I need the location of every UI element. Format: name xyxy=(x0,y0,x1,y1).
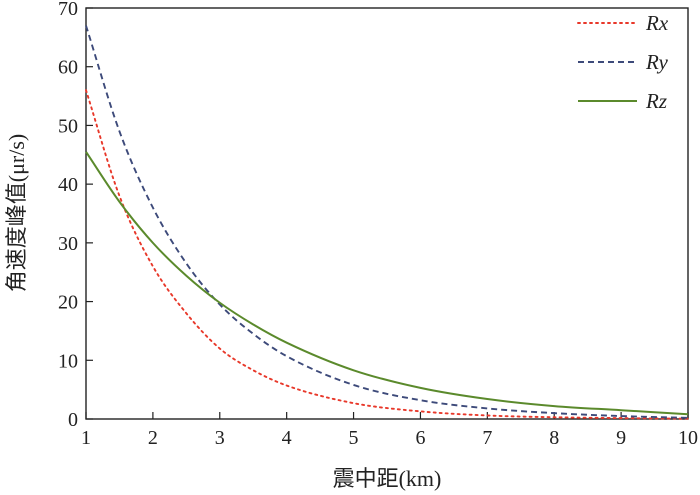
x-tick-label: 8 xyxy=(549,427,559,449)
y-axis-title: 角速度峰值(μr/s) xyxy=(4,134,29,292)
legend-label-rz: Rz xyxy=(645,89,667,113)
y-tick-label: 10 xyxy=(58,350,78,372)
x-tick-label: 4 xyxy=(282,427,292,449)
y-tick-label: 0 xyxy=(68,409,78,431)
x-tick-label: 5 xyxy=(349,427,359,449)
y-tick-label: 20 xyxy=(58,292,78,314)
series-line-rz xyxy=(85,151,689,416)
y-tick-label: 40 xyxy=(58,174,78,196)
y-tick-label: 70 xyxy=(58,0,78,20)
x-tick-label: 1 xyxy=(81,427,91,449)
y-tick-label: 30 xyxy=(58,233,78,255)
x-tick-label: 2 xyxy=(148,427,158,449)
legend: Rx Ry Rz xyxy=(577,11,669,113)
series-line-rx xyxy=(85,89,689,420)
series-lines xyxy=(85,25,689,420)
y-tick-label: 60 xyxy=(58,57,78,79)
series-line-ry xyxy=(85,25,689,419)
x-tick-label: 6 xyxy=(415,427,425,449)
x-tick-label: 3 xyxy=(215,427,225,449)
plot-frame xyxy=(85,7,689,420)
legend-label-ry: Ry xyxy=(645,50,668,74)
legend-label-rx: Rx xyxy=(645,11,669,35)
axis-ticks: 1 2 3 4 5 6 7 8 9 10 0 10 20 30 40 50 60 70 xyxy=(58,0,698,449)
y-tick-label: 50 xyxy=(58,115,78,137)
x-tick-label: 9 xyxy=(616,427,626,449)
x-axis-title: 震中距(km) xyxy=(333,466,442,491)
x-tick-label: 7 xyxy=(482,427,492,449)
x-tick-label: 10 xyxy=(678,427,698,449)
